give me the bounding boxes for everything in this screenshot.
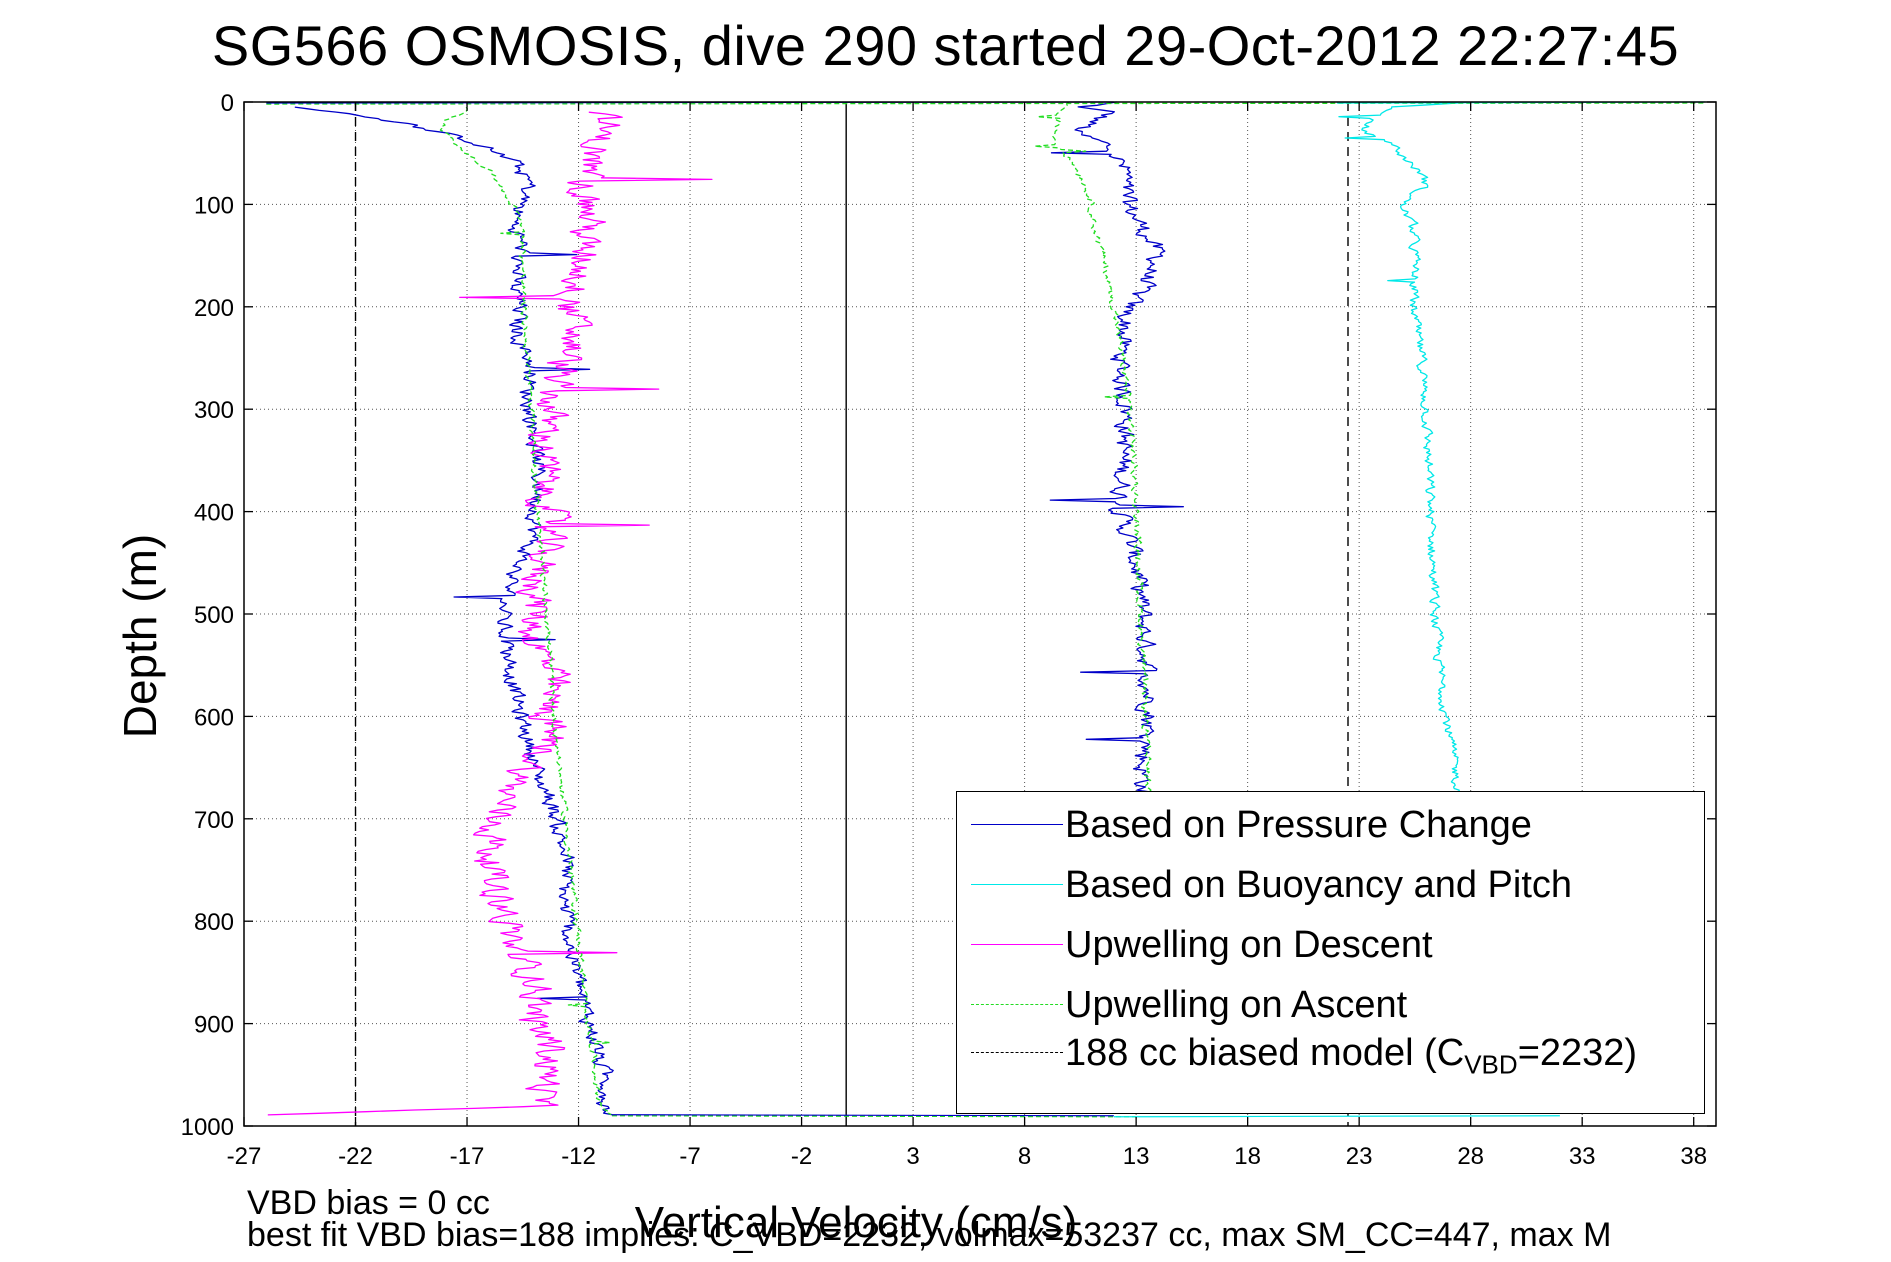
- x-tick-label: -17: [450, 1143, 485, 1170]
- legend-swatch: [971, 824, 1063, 825]
- x-tick-label: 33: [1569, 1143, 1596, 1170]
- legend-item-model: 188 cc biased model (CVBD=2232): [957, 1028, 1704, 1080]
- x-tick-label: 18: [1234, 1143, 1261, 1170]
- x-tick-label: -7: [679, 1143, 700, 1170]
- y-tick-label: 400: [194, 500, 234, 527]
- series-line-upwelling-on-descent: [267, 111, 713, 1116]
- legend-label: Upwelling on Descent: [1065, 924, 1433, 966]
- x-tick-label: 13: [1123, 1143, 1150, 1170]
- legend-item-ascent: Upwelling on Ascent: [957, 980, 1704, 1030]
- legend-model-suffix: =2232): [1517, 1032, 1638, 1074]
- y-axis-label: Depth (m): [114, 533, 166, 739]
- y-tick-label: 900: [194, 1012, 234, 1039]
- y-tick-label: 500: [194, 602, 234, 629]
- series-line-based-on-pressure-change: [1049, 101, 1184, 809]
- chart-title: SG566 OSMOSIS, dive 290 started 29-Oct-2…: [211, 14, 1680, 77]
- series-bottom-ascent: [611, 1115, 1137, 1118]
- x-tick-label: -27: [227, 1143, 262, 1170]
- legend-label: 188 cc biased model (CVBD=2232): [1065, 1028, 1637, 1090]
- legend-swatch: [971, 1004, 1063, 1005]
- legend-item-pressure: Based on Pressure Change: [957, 800, 1704, 850]
- x-tick-label: -22: [338, 1143, 373, 1170]
- legend: Based on Pressure Change Based on Buoyan…: [956, 791, 1705, 1114]
- y-tick-label: 800: [194, 909, 234, 936]
- x-axis-label: Vertical Velocity (cm/s): [634, 1198, 1078, 1247]
- legend-swatch: [971, 1052, 1063, 1053]
- series-line-upwelling-on-ascent: [1033, 101, 1152, 809]
- legend-item-descent: Upwelling on Descent: [957, 920, 1704, 970]
- legend-swatch: [971, 944, 1063, 945]
- legend-model-sub: VBD: [1464, 1049, 1518, 1080]
- footer-line-2: best fit VBD bias=188 implies: C_VBD=223…: [247, 1216, 1612, 1254]
- series-bottom-pressure: [611, 1114, 1114, 1117]
- x-tick-label: 38: [1680, 1143, 1707, 1170]
- series-line-based-on-buoyancy-and-pitch: [1338, 101, 1473, 798]
- x-tick-label: 8: [1018, 1143, 1031, 1170]
- legend-label: Based on Buoyancy and Pitch: [1065, 864, 1573, 906]
- legend-item-buoyancy: Based on Buoyancy and Pitch: [957, 860, 1704, 910]
- x-tick-label: 28: [1457, 1143, 1484, 1170]
- y-tick-label: 600: [194, 704, 234, 731]
- legend-model-prefix: 188 cc biased model (C: [1065, 1032, 1465, 1074]
- y-tick-label: 1000: [181, 1114, 234, 1141]
- footer-line-1: VBD bias = 0 cc: [247, 1184, 490, 1222]
- x-tick-label: -2: [791, 1143, 812, 1170]
- y-tick-label: 200: [194, 295, 234, 322]
- y-tick-label: 100: [194, 192, 234, 219]
- legend-label: Based on Pressure Change: [1065, 804, 1532, 846]
- y-tick-label: 700: [194, 807, 234, 834]
- legend-swatch: [971, 884, 1063, 885]
- series-line-upwelling-on-ascent: [439, 106, 612, 1116]
- x-tick-label: 23: [1346, 1143, 1373, 1170]
- series-bottom-buoyancy: [1113, 1115, 1560, 1118]
- y-tick-label: 300: [194, 397, 234, 424]
- legend-label: Upwelling on Ascent: [1065, 984, 1408, 1026]
- x-tick-label: -12: [561, 1143, 596, 1170]
- y-tick-label: 0: [221, 90, 234, 117]
- x-tick-label: 3: [906, 1143, 919, 1170]
